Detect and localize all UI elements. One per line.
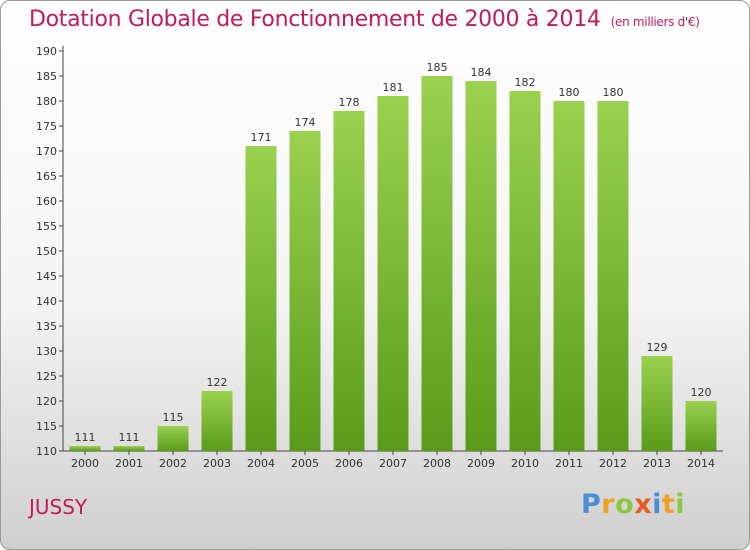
bar [157,426,189,451]
y-tick-label: 155 [36,220,57,233]
y-tick-label: 180 [36,95,57,108]
x-tick-label: 2009 [467,457,495,470]
y-tick-label: 115 [36,420,57,433]
logo-letter: o [615,489,635,520]
bar-value-label: 178 [339,96,360,109]
y-tick-label: 175 [36,120,57,133]
chart-title: Dotation Globale de Fonctionnement de 20… [29,7,700,32]
bar-value-label: 129 [647,341,668,354]
x-tick-label: 2008 [423,457,451,470]
bar [465,81,497,451]
x-tick-label: 2001 [115,457,143,470]
chart-unit: (en milliers d'€) [610,15,700,29]
logo-letter: i [675,489,686,520]
y-tick-label: 140 [36,295,57,308]
y-tick-label: 120 [36,395,57,408]
bar-value-label: 120 [691,386,712,399]
bar [553,101,585,451]
x-tick-label: 2002 [159,457,187,470]
y-tick-label: 130 [36,345,57,358]
bar [113,446,145,451]
x-tick-label: 2004 [247,457,275,470]
y-tick-label: 160 [36,195,57,208]
bar-value-label: 122 [207,376,228,389]
x-tick-label: 2012 [599,457,627,470]
x-tick-label: 2014 [687,457,715,470]
bar [333,111,365,451]
y-tick-label: 185 [36,70,57,83]
x-tick-label: 2000 [71,457,99,470]
y-tick-label: 150 [36,245,57,258]
bar-value-label: 185 [427,61,448,74]
y-tick-label: 190 [36,45,57,58]
bar-value-label: 180 [559,86,580,99]
bar [245,146,277,451]
bar [685,401,717,451]
x-tick-label: 2003 [203,457,231,470]
bar-value-label: 171 [251,131,272,144]
bar-value-label: 182 [515,76,536,89]
bar [509,91,541,451]
bar-value-label: 115 [163,411,184,424]
bar [201,391,233,451]
bar [597,101,629,451]
bar-value-label: 111 [119,431,140,444]
y-tick-label: 170 [36,145,57,158]
bar-value-label: 111 [75,431,96,444]
logo-letter: P [581,489,602,520]
bar-value-label: 174 [295,116,316,129]
bar [421,76,453,451]
y-tick-label: 145 [36,270,57,283]
bar-value-label: 180 [603,86,624,99]
commune-name: JUSSY [29,495,88,519]
logo-letter: x [634,489,653,520]
bar-value-label: 181 [383,81,404,94]
y-tick-label: 135 [36,320,57,333]
x-tick-label: 2013 [643,457,671,470]
logo-letter: r [601,489,616,520]
proxiti-logo: Proxiti [581,489,685,520]
x-tick-label: 2005 [291,457,319,470]
x-tick-label: 2006 [335,457,363,470]
y-tick-label: 110 [36,445,57,458]
logo-letter: t [661,489,676,520]
bar [289,131,321,451]
bar-value-label: 184 [471,66,492,79]
chart-title-text: Dotation Globale de Fonctionnement de 20… [29,7,601,32]
bar [641,356,673,451]
x-tick-label: 2011 [555,457,583,470]
logo-letter: i [652,489,662,520]
x-tick-label: 2010 [511,457,539,470]
y-tick-label: 165 [36,170,57,183]
bar [69,446,101,451]
bar [377,96,409,451]
x-tick-label: 2007 [379,457,407,470]
y-tick-label: 125 [36,370,57,383]
